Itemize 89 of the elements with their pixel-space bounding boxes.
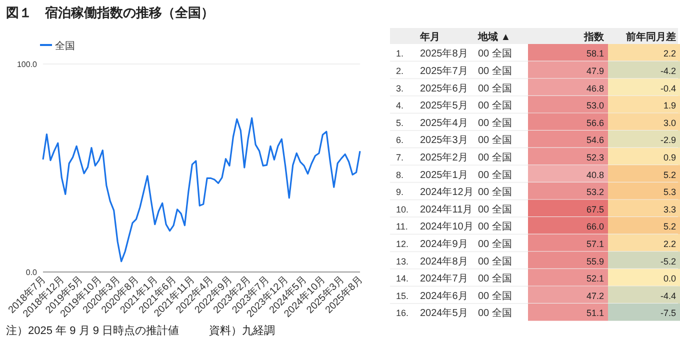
y2-tick-label: 5. xyxy=(396,118,404,128)
data-label: 47.9 xyxy=(586,66,604,76)
data-label: 0.9 xyxy=(663,152,676,162)
y2-tick-label: 3. xyxy=(396,83,404,94)
y-tick-label: 2025年6月 xyxy=(420,82,468,94)
y-tick-label: 2025年3月 xyxy=(420,134,468,146)
data-label: 67.5 xyxy=(586,204,604,214)
data-label: -4.4 xyxy=(660,290,676,301)
y2-tick-label: 2. xyxy=(396,66,404,76)
y2-tick-label: 1. xyxy=(396,48,404,59)
text: 00 全国 xyxy=(478,135,512,146)
y-tick-label: 2025年7月 xyxy=(420,64,468,77)
data-label: 0.0 xyxy=(663,274,676,284)
y2-tick-label: 6. xyxy=(396,135,404,146)
y-tick-label: 2024年6月 xyxy=(420,290,468,302)
y-tick-label: 2025年5月 xyxy=(420,100,468,112)
text: 00 全国 xyxy=(478,100,512,112)
text: 00 全国 xyxy=(478,238,512,250)
text: 00 全国 xyxy=(478,152,512,164)
y2-tick-label: 13. xyxy=(396,256,409,266)
text: 00 全国 xyxy=(478,256,512,268)
y-tick-label: 2025年8月 xyxy=(420,48,468,60)
text: 00 全国 xyxy=(478,204,512,216)
data-label: -0.4 xyxy=(660,83,676,94)
data-label: 46.8 xyxy=(586,83,604,94)
data-label: -4.2 xyxy=(660,66,676,76)
data-label: 57.1 xyxy=(586,238,604,249)
y2-tick-label: 14. xyxy=(396,274,409,284)
text: 00 全国 xyxy=(478,274,512,285)
data-label: 56.6 xyxy=(586,118,604,128)
y2-tick-label: 7. xyxy=(396,152,404,162)
y2-tick-label: 8. xyxy=(396,170,404,180)
text: 資料）九経調 xyxy=(209,324,275,337)
data-label: 52.3 xyxy=(586,152,604,162)
y2-tick-label: 10. xyxy=(396,204,409,214)
x-tick-label: 指数 xyxy=(583,31,605,43)
data-label: 2.2 xyxy=(663,238,676,249)
text: 00 全国 xyxy=(478,83,512,94)
data-label: 53.2 xyxy=(586,187,604,198)
text: 00 全国 xyxy=(478,170,512,181)
text: 注）2025 年 9 月 9 日時点の推計値 xyxy=(6,324,179,337)
line-series xyxy=(42,117,361,262)
data-label: 5.3 xyxy=(663,187,676,198)
y-tick-label: 2024年11月 xyxy=(420,203,473,216)
data-label: 3.0 xyxy=(663,118,676,128)
data-label: 66.0 xyxy=(586,222,604,232)
text: 00 全国 xyxy=(478,48,512,60)
y-tick-label: 2024年10月 xyxy=(420,220,474,233)
data-label: 3.3 xyxy=(663,204,676,214)
y-tick-label: 2025年1月 xyxy=(420,168,468,181)
y-tick-label: 2025年2月 xyxy=(420,151,468,164)
data-label: 1.9 xyxy=(663,100,676,111)
y2-tick-label: 11. xyxy=(396,222,408,232)
data-label: 52.1 xyxy=(586,274,604,284)
y2-tick-label: 4. xyxy=(396,100,404,111)
chart-title: 図１ 宿泊稼働指数の推移（全国） xyxy=(6,5,214,20)
data-label: 5.2 xyxy=(663,222,676,232)
y2-tick-label: 16. xyxy=(396,308,409,318)
data-label: 54.6 xyxy=(586,135,604,146)
text: 00 全国 xyxy=(478,290,512,302)
y2-tick-label: 9. xyxy=(396,187,404,198)
data-label: 2.2 xyxy=(663,48,676,59)
text: 00 全国 xyxy=(478,222,512,233)
data-label: 53.0 xyxy=(586,100,604,111)
y2-tick-label: 15. xyxy=(396,290,409,301)
y-tick-label: 2024年12月 xyxy=(420,186,474,198)
data-label: 40.8 xyxy=(586,170,604,180)
x-tick-label: 前年同月差 xyxy=(625,31,676,43)
legend-label: 全国 xyxy=(55,40,75,52)
y-tick-label: 2024年8月 xyxy=(420,255,468,268)
text: 00 全国 xyxy=(478,66,512,77)
y2-tick-label: 12. xyxy=(396,238,409,249)
data-label: 58.1 xyxy=(586,48,604,59)
data-label: 55.9 xyxy=(586,256,604,266)
data-label: 47.2 xyxy=(586,290,604,301)
y-axis-title: 年月 xyxy=(419,31,440,43)
data-label: 51.1 xyxy=(586,308,604,318)
y-tick-label: 2025年4月 xyxy=(420,116,468,129)
data-label: 5.2 xyxy=(663,170,676,180)
y-tick-label: 100.0 xyxy=(16,60,38,69)
data-label: -5.2 xyxy=(660,256,676,266)
y-tick-label: 2024年9月 xyxy=(420,238,468,250)
text: 00 全国 xyxy=(478,187,512,198)
y-tick-label: 2024年7月 xyxy=(420,272,468,285)
data-label: -7.5 xyxy=(660,308,676,318)
text: 00 全国 xyxy=(478,308,512,320)
data-label: -2.9 xyxy=(660,135,676,146)
text: 00 全国 xyxy=(478,118,512,129)
x-tick-label: 地域 ▲ xyxy=(477,31,511,43)
